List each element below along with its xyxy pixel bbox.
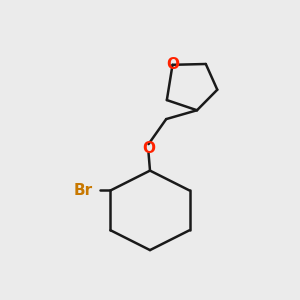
Text: O: O — [166, 57, 179, 72]
Text: Br: Br — [74, 183, 93, 198]
Text: O: O — [142, 141, 155, 156]
